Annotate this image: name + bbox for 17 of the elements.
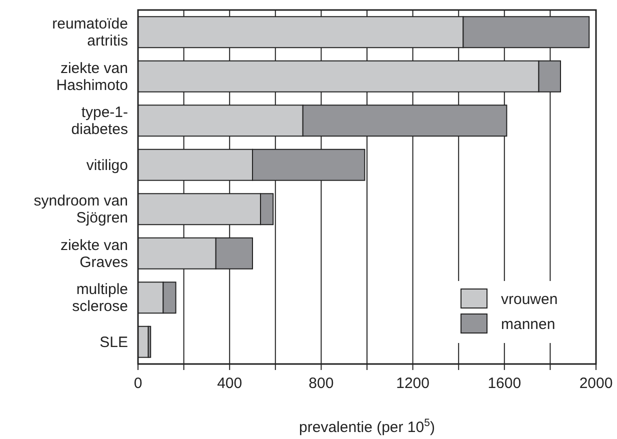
x-tick-label: 800	[308, 375, 334, 392]
x-axis-title: prevalentie (per 10$^{5}$)	[299, 417, 435, 436]
x-tick-label: 0	[134, 375, 142, 392]
y-tick-label: ziekte van Hashimoto	[56, 60, 128, 94]
legend-label: vrouwen	[501, 291, 558, 308]
x-tick-label: 1200	[396, 375, 430, 392]
y-tick-label: reumatoïde artritis	[52, 16, 128, 50]
y-tick-label: type-1-diabetes	[71, 104, 128, 138]
y-tick-label: SLE	[100, 334, 128, 351]
x-tick-label: 400	[217, 375, 242, 392]
y-tick-label: vitiligo	[86, 156, 128, 174]
y-tick-label: ziekte van Graves	[60, 236, 128, 271]
legend-label: mannen	[501, 316, 556, 333]
x-tick-label: 1600	[488, 375, 522, 392]
y-tick-label: multiple sclerose	[72, 281, 128, 316]
y-tick-label: syndroom van Sjögren	[34, 192, 128, 227]
x-tick-label: 2000	[579, 375, 613, 392]
